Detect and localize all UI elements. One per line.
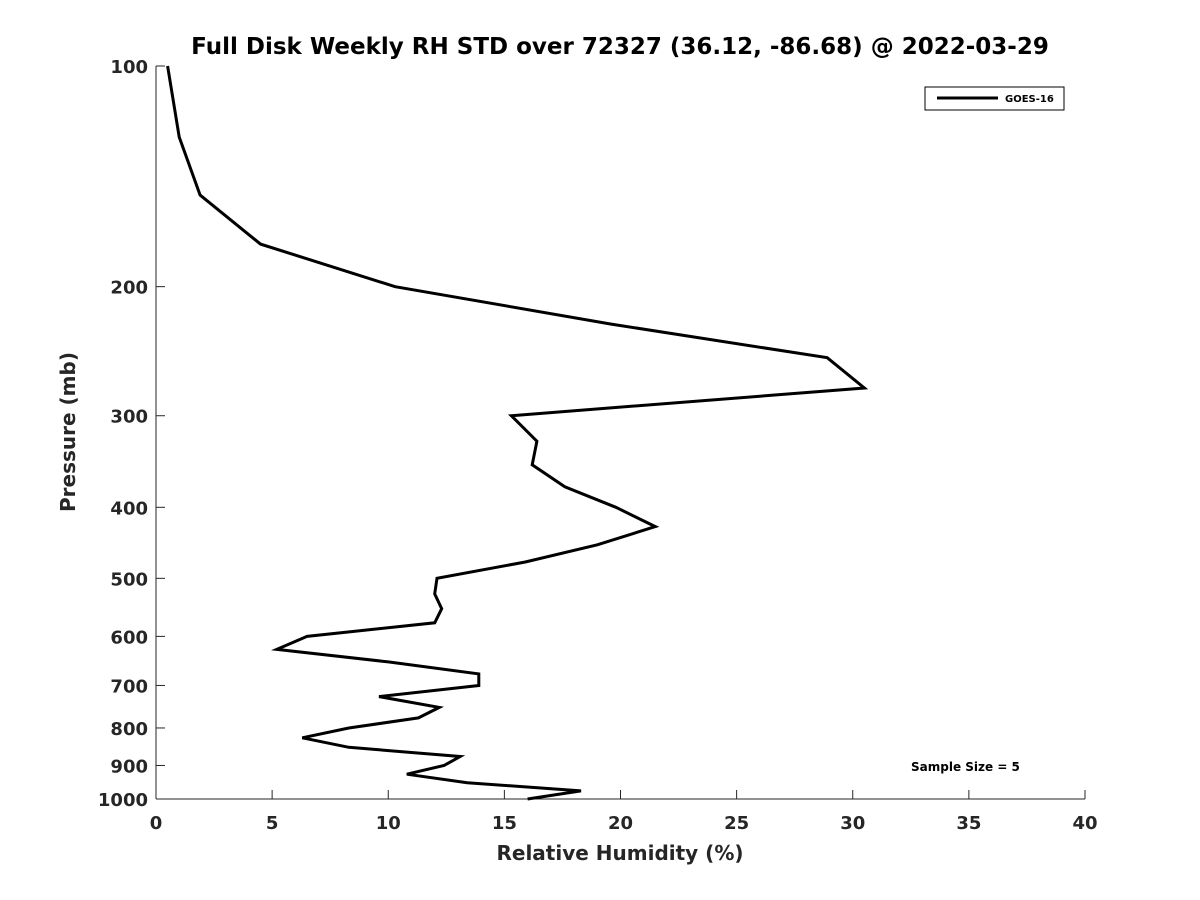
y-tick-label: 700: [110, 676, 148, 697]
x-axis: 0 5 10 15 20 25 30 35 40: [150, 790, 1098, 834]
x-tick-label: 40: [1072, 813, 1097, 834]
x-tick-label: 5: [266, 813, 279, 834]
y-tick-label: 500: [110, 569, 148, 590]
y-tick-label: 200: [110, 278, 148, 299]
series-line-goes-16: [166, 65, 869, 801]
sample-size-annotation: Sample Size = 5: [911, 760, 1020, 774]
x-tick-label: 10: [376, 813, 401, 834]
y-tick-label: 900: [110, 756, 148, 777]
plot-area: [156, 66, 1085, 799]
x-axis-label: Relative Humidity (%): [496, 841, 743, 865]
x-tick-label: 20: [608, 813, 633, 834]
x-tick-label: 15: [492, 813, 517, 834]
y-tick-label: 300: [110, 407, 148, 428]
y-tick-label: 100: [110, 57, 148, 78]
series-layer: [166, 65, 869, 801]
y-tick-label: 400: [110, 498, 148, 519]
y-tick-label: 1000: [98, 790, 148, 811]
x-tick-label: 0: [150, 813, 163, 834]
y-axis: 100 200 300 400 500 600 700 800 900 1000: [98, 57, 165, 811]
legend: GOES-16: [924, 86, 1065, 111]
x-tick-label: 35: [956, 813, 981, 834]
chart-title: Full Disk Weekly RH STD over 72327 (36.1…: [191, 34, 1049, 60]
x-tick-label: 25: [724, 813, 749, 834]
y-axis-label: Pressure (mb): [56, 352, 80, 512]
x-tick-label: 30: [840, 813, 865, 834]
y-tick-label: 800: [110, 719, 148, 740]
legend-label-goes-16: GOES-16: [1005, 94, 1054, 105]
y-tick-label: 600: [110, 627, 148, 648]
